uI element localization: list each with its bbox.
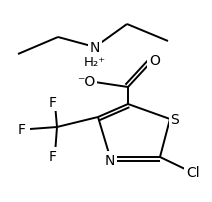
- Text: F: F: [49, 96, 57, 109]
- Text: S: S: [171, 113, 179, 126]
- Text: N: N: [105, 153, 115, 167]
- Text: H₂⁺: H₂⁺: [84, 56, 106, 69]
- Text: F: F: [49, 149, 57, 163]
- Text: F: F: [18, 122, 26, 136]
- Text: Cl: Cl: [186, 165, 200, 179]
- Text: O: O: [149, 54, 160, 68]
- Text: ⁻O: ⁻O: [77, 75, 95, 88]
- Text: N: N: [90, 41, 100, 55]
